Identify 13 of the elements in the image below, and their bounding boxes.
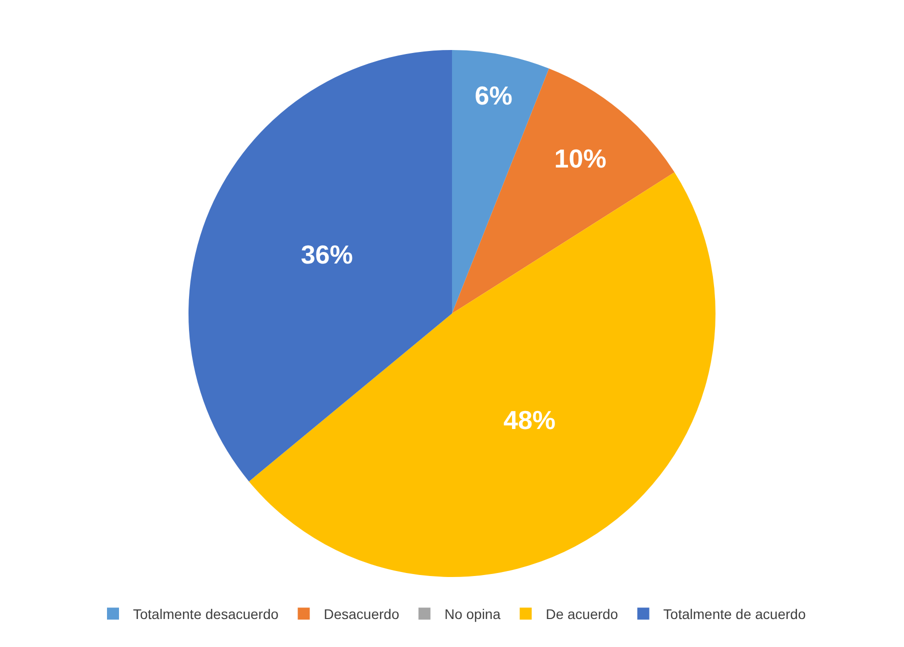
legend-label: Totalmente desacuerdo [133, 606, 279, 622]
legend-label: Desacuerdo [324, 606, 400, 622]
pie-slice [452, 68, 674, 314]
data-label: 36% [300, 240, 353, 270]
data-label: 10% [554, 143, 606, 174]
data-label: 48% [503, 405, 556, 436]
pie-slice [248, 172, 715, 577]
legend-label: De acuerdo [546, 606, 618, 622]
pie-slice [189, 50, 452, 482]
legend-label: Totalmente de acuerdo [663, 606, 806, 622]
data-label: 6% [474, 80, 512, 111]
pie-slice [452, 50, 549, 314]
legend-label: No opina [444, 606, 501, 622]
